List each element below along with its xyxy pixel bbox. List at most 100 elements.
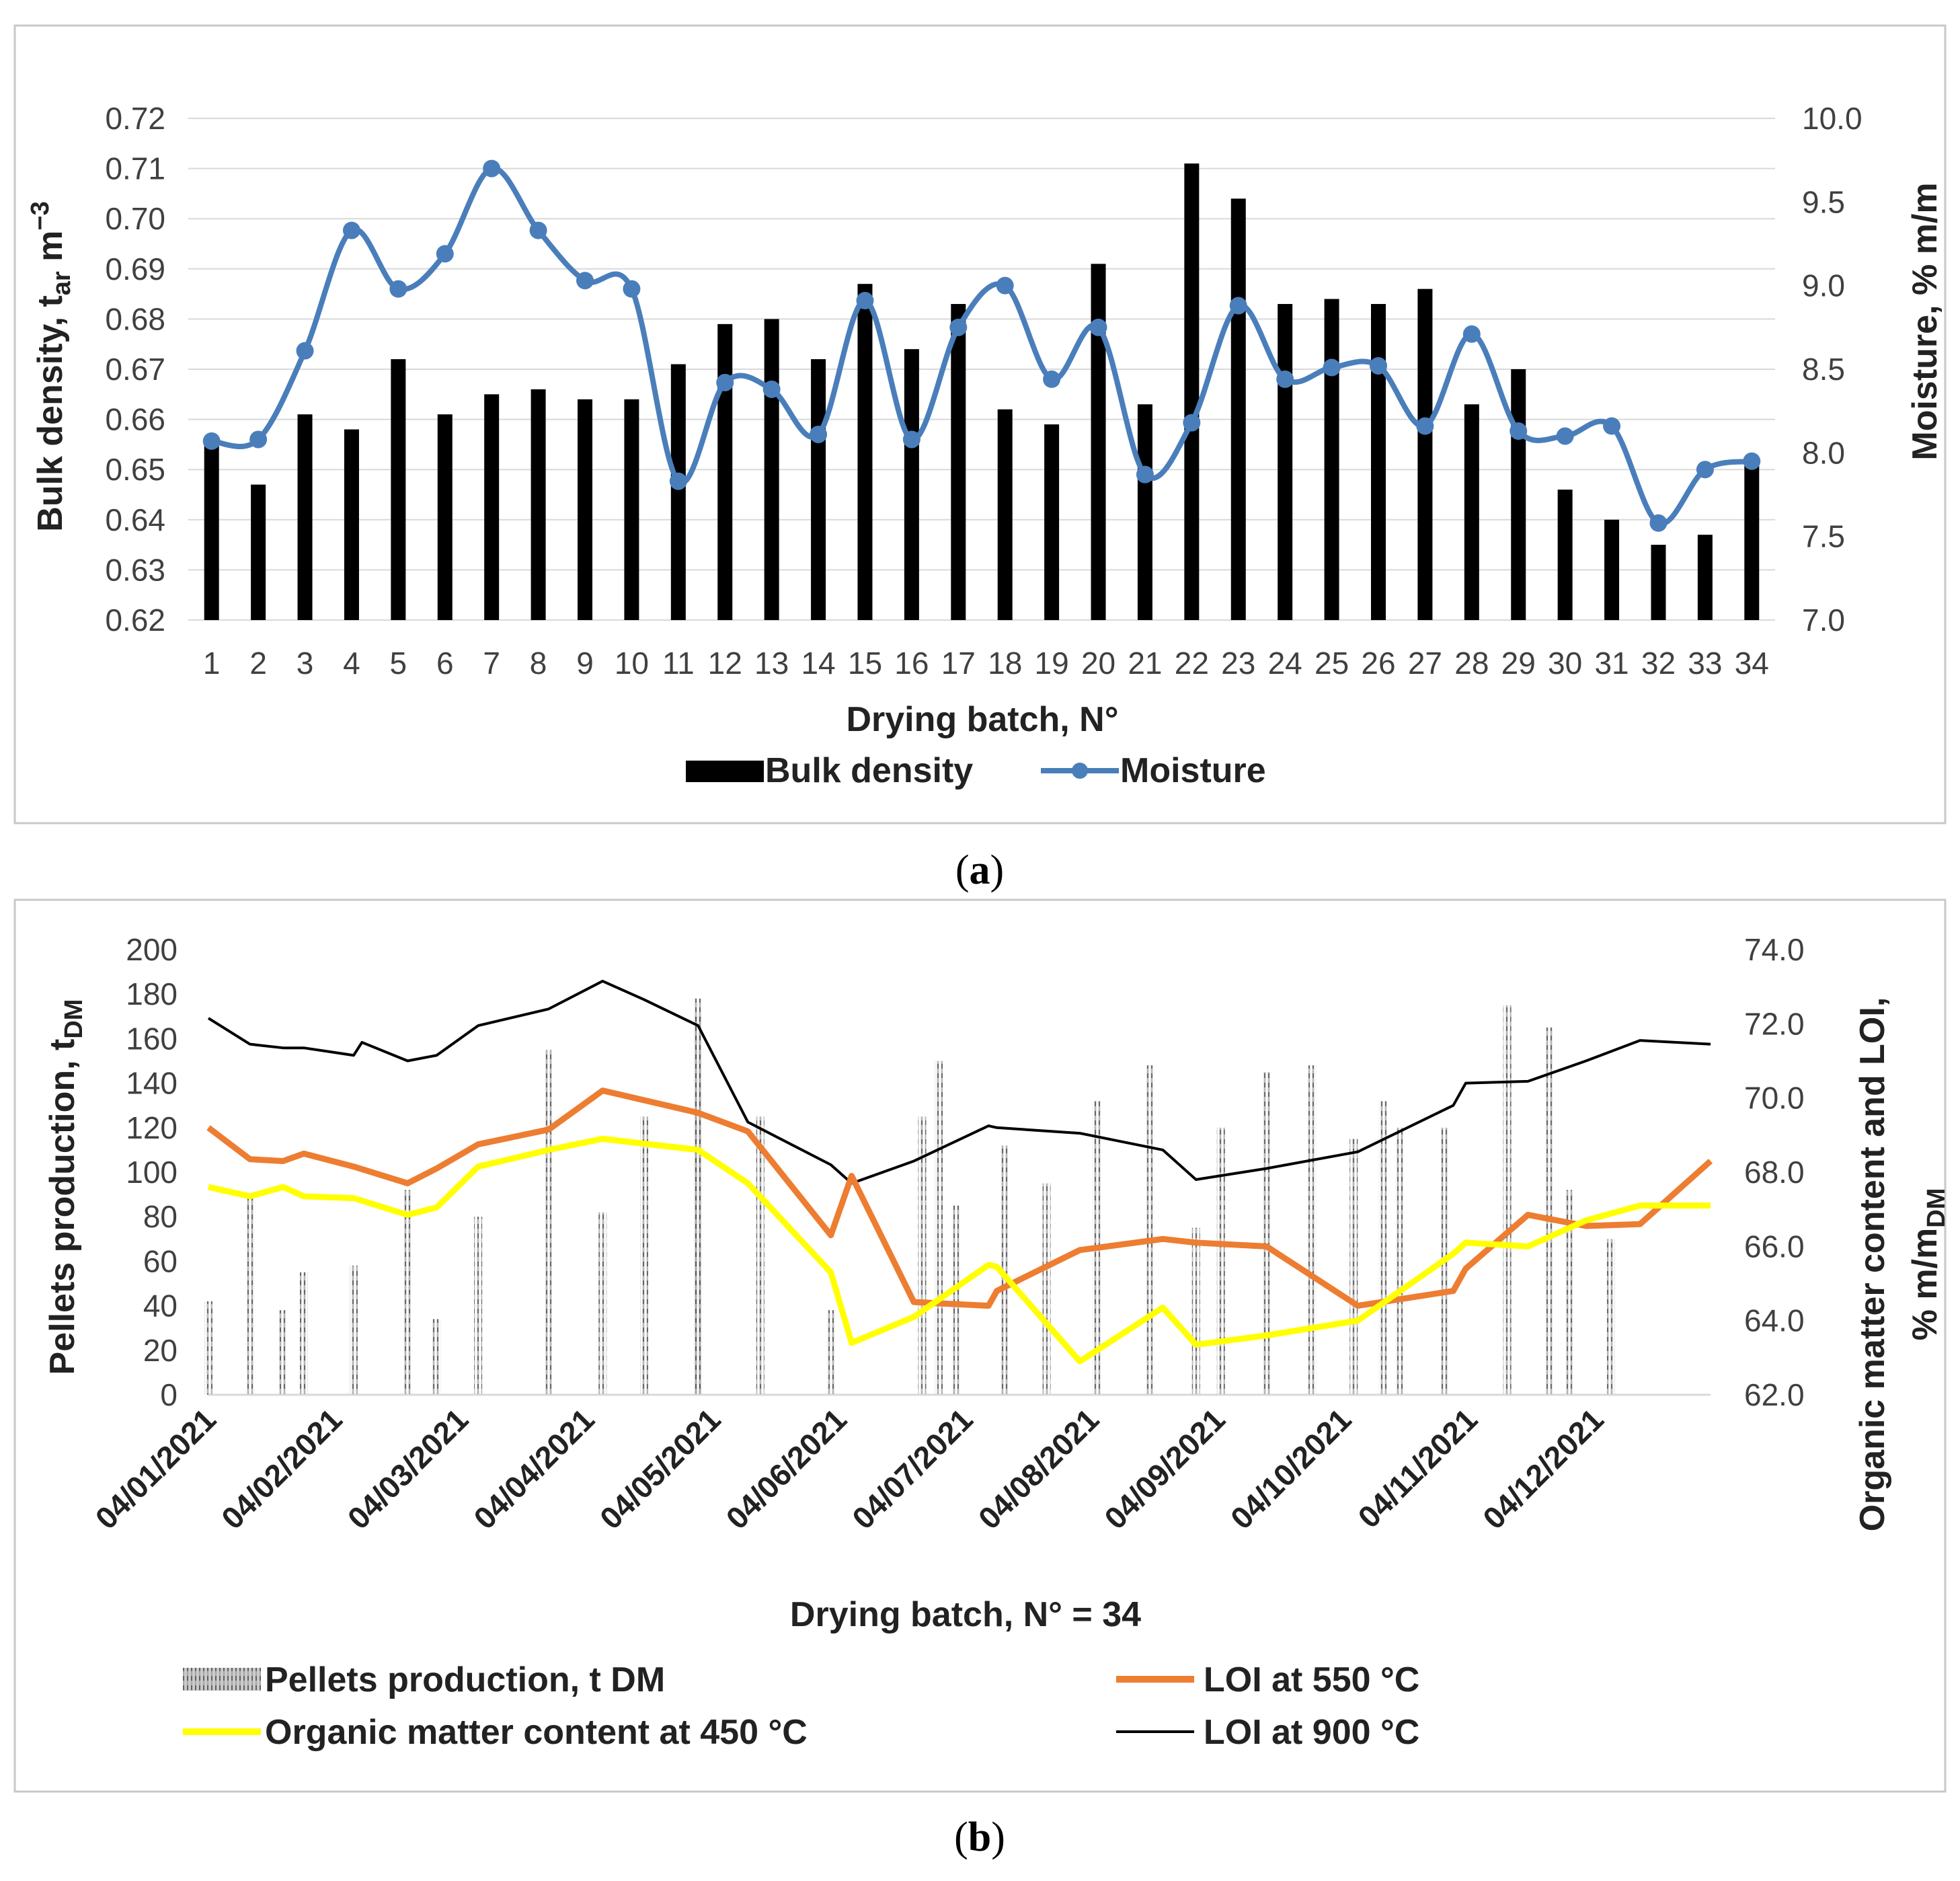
panel-a-x-axis-title: Drying batch, N°: [846, 700, 1118, 739]
left-tick-label: 0.71: [105, 151, 165, 186]
loi900-series-line: [207, 979, 1711, 1185]
left-tick-label: 0.69: [105, 252, 165, 286]
legend-loi550-label: LOI at 550 °C: [1204, 1660, 1419, 1699]
bar-bulk-density: [1137, 404, 1152, 620]
moisture-point: [296, 342, 314, 360]
moisture-point: [810, 425, 828, 443]
left-tick-label: 0.65: [105, 452, 165, 487]
legend-loi900-label: LOI at 900 °C: [1204, 1713, 1419, 1752]
bar-bulk-density: [1324, 299, 1339, 620]
right-tick-label: 64.0: [1744, 1303, 1805, 1338]
moisture-point: [1323, 358, 1341, 377]
moisture-point: [1510, 422, 1528, 440]
bar-pellets-production: [299, 1272, 308, 1395]
left-tick-label: 20: [143, 1333, 178, 1368]
panel-b-x-axis-title: Drying batch, N° = 34: [790, 1595, 1141, 1634]
x-tick-label: 25: [1315, 646, 1349, 681]
left-tick-label: 100: [126, 1155, 178, 1190]
left-tick-label: 200: [126, 932, 178, 967]
x-tick-label: 3: [297, 646, 314, 681]
x-tick-label: 31: [1594, 646, 1629, 681]
x-tick-label: 34: [1735, 646, 1769, 681]
x-tick-label: 26: [1361, 646, 1395, 681]
moisture-point: [1183, 414, 1201, 432]
moisture-point: [202, 432, 221, 450]
legend-pellets-label: Pellets production, t DM: [265, 1660, 665, 1699]
bar-bulk-density: [1230, 198, 1246, 620]
bar-bulk-density: [951, 304, 966, 620]
bar-pellets-production: [1042, 1183, 1051, 1395]
moisture-point: [436, 245, 454, 263]
left-tick-label: 60: [143, 1243, 178, 1278]
bar-bulk-density: [1417, 289, 1433, 620]
bar-bulk-density: [1511, 369, 1526, 620]
x-tick-label: 22: [1175, 646, 1209, 681]
moisture-point: [762, 380, 781, 398]
right-tick-label: 9.0: [1802, 268, 1845, 303]
bar-bulk-density: [1464, 404, 1479, 620]
bar-bulk-density: [344, 429, 359, 620]
x-tick-label: 10: [615, 646, 649, 681]
x-tick-label: 21: [1128, 646, 1162, 681]
right-tick-label: 74.0: [1744, 932, 1805, 967]
bar-pellets-production: [1565, 1190, 1574, 1395]
moisture-point: [623, 280, 641, 298]
om450-series-line: [208, 1135, 1711, 1365]
bar-bulk-density: [1557, 490, 1573, 620]
right-tick-label: 68.0: [1744, 1155, 1805, 1190]
moisture-point: [716, 373, 734, 391]
left-tick-label: 0.63: [105, 552, 165, 587]
bar-bulk-density: [857, 284, 873, 620]
legend-om450-label: Organic matter content at 450 °C: [265, 1713, 808, 1752]
right-tick-label: 8.0: [1802, 435, 1845, 470]
bar-bulk-density: [1651, 545, 1666, 620]
moisture-point: [576, 272, 594, 290]
bar-pellets-production: [1544, 1027, 1553, 1395]
x-tick-label: 19: [1035, 646, 1069, 681]
moisture-point: [249, 430, 268, 449]
bar-bulk-density: [904, 349, 919, 620]
moisture-point: [1229, 297, 1247, 315]
x-tick-label: 12: [708, 646, 742, 681]
moisture-point: [996, 276, 1014, 295]
panel-b-right-axis-title-line2: % m/mDM: [1906, 1188, 1951, 1341]
x-tick-label: 4: [343, 646, 360, 681]
x-tick-label: 13: [754, 646, 789, 681]
panel-b-bars: [204, 998, 1615, 1395]
panel-a-right-axis-title: Moisture, % m/m: [1906, 182, 1945, 460]
left-tick-label: 40: [143, 1289, 178, 1323]
moisture-point: [902, 430, 920, 449]
left-tick-label: 140: [126, 1066, 178, 1101]
legend-moisture-label: Moisture: [1120, 751, 1266, 790]
bar-pellets-production: [474, 1217, 483, 1395]
bar-bulk-density: [1278, 304, 1293, 620]
bar-bulk-density: [1744, 459, 1760, 620]
x-tick-label: 23: [1221, 646, 1255, 681]
bar-pellets-production: [349, 1266, 358, 1395]
bar-pellets-production: [694, 998, 703, 1395]
panel-b-lines: [206, 979, 1713, 1365]
moisture-point: [389, 280, 407, 298]
legend-bulk-density-swatch: [686, 761, 764, 782]
panel-b-left-ticks: 0 20 40 60 80 100 120 140 160 180 200: [126, 932, 178, 1412]
bar-pellets-production: [1349, 1139, 1358, 1395]
moisture-point: [1416, 417, 1434, 435]
moisture-point: [529, 221, 547, 239]
moisture-point: [1743, 452, 1761, 470]
panel-b-frame: [13, 898, 1947, 1793]
bar-pellets-production: [545, 1049, 553, 1395]
left-tick-label: 80: [143, 1199, 178, 1234]
x-tick-label: 2: [249, 646, 267, 681]
bar-pellets-production: [598, 1212, 607, 1395]
right-tick-label: 7.0: [1802, 603, 1845, 638]
bar-pellets-production: [1216, 1127, 1225, 1395]
bar-pellets-production: [1191, 1227, 1200, 1395]
x-tick-label: 14: [801, 646, 835, 681]
moisture-point: [1696, 461, 1714, 479]
moisture-point: [669, 472, 687, 490]
x-tick-label: 32: [1641, 646, 1676, 681]
bar-pellets-production: [918, 1116, 927, 1395]
bar-bulk-density: [717, 323, 733, 620]
bar-bulk-density: [531, 389, 546, 620]
